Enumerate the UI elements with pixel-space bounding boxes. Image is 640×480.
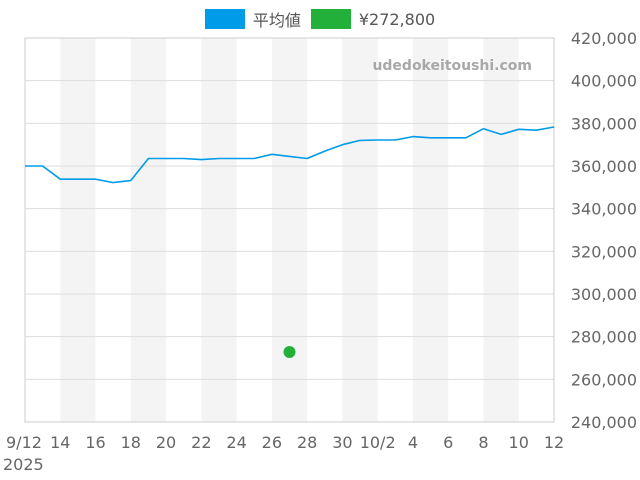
y-tick-label: 400,000 xyxy=(571,72,637,91)
x-tick-label: 24 xyxy=(226,433,246,452)
legend-item-average[interactable]: 平均値 xyxy=(204,7,301,31)
x-tick-label: 30 xyxy=(332,433,352,452)
chart-legend: 平均値 ¥272,800 xyxy=(0,6,640,32)
y-tick-label: 320,000 xyxy=(571,242,637,261)
y-tick-label: 260,000 xyxy=(571,370,637,389)
legend-swatch-average xyxy=(204,9,245,29)
plot-area-border xyxy=(24,37,555,423)
x-year-label: 2025 xyxy=(3,455,44,474)
background-band xyxy=(483,38,519,422)
background-band xyxy=(60,38,96,422)
background-band xyxy=(201,38,237,422)
x-tick-label: 22 xyxy=(191,433,211,452)
y-tick-label: 360,000 xyxy=(571,157,637,176)
x-tick-label: 12 xyxy=(544,433,564,452)
legend-item-price[interactable]: ¥272,800 xyxy=(310,9,436,29)
y-tick-label: 240,000 xyxy=(571,413,637,432)
x-tick-label: 10 xyxy=(509,433,529,452)
x-tick-label: 9/12 xyxy=(6,433,42,452)
y-tick-label: 300,000 xyxy=(571,285,637,304)
horizontal-gridlines xyxy=(25,80,554,380)
background-band xyxy=(130,38,167,422)
background-band xyxy=(342,38,378,422)
x-tick-label: 18 xyxy=(121,433,141,452)
x-tick-label: 16 xyxy=(85,433,105,452)
y-tick-label: 280,000 xyxy=(571,328,637,347)
average-price-line xyxy=(25,126,555,184)
y-tick-label: 420,000 xyxy=(571,29,637,48)
legend-label-average: 平均値 xyxy=(252,11,301,30)
series-layer xyxy=(25,126,555,359)
x-tick-label: 26 xyxy=(262,433,282,452)
legend-swatch-price xyxy=(310,9,351,29)
background-bands xyxy=(60,38,519,422)
x-tick-label: 4 xyxy=(408,433,418,452)
scatter-point xyxy=(283,346,296,359)
x-tick-label: 20 xyxy=(156,433,176,452)
legend-label-price: ¥272,800 xyxy=(358,9,436,29)
background-band xyxy=(412,38,449,422)
x-tick-label: 6 xyxy=(443,433,453,452)
y-tick-label: 380,000 xyxy=(571,114,637,133)
x-tick-label: 8 xyxy=(478,433,488,452)
x-tick-label: 28 xyxy=(297,433,317,452)
background-band xyxy=(271,38,308,422)
y-axis-tick-labels: 240,000 260,000 280,000 300,000 320,000 340,0… xyxy=(571,29,637,432)
watermark: udedokeitoushi.com xyxy=(372,58,532,74)
x-axis-tick-labels: 9/12 14 16 18 20 22 24 26 28 30 10/2 4 6 8 10 12 2025 xyxy=(3,433,564,474)
x-tick-label: 14 xyxy=(50,433,70,452)
y-tick-label: 340,000 xyxy=(571,200,637,219)
x-tick-label: 10/2 xyxy=(360,433,396,452)
